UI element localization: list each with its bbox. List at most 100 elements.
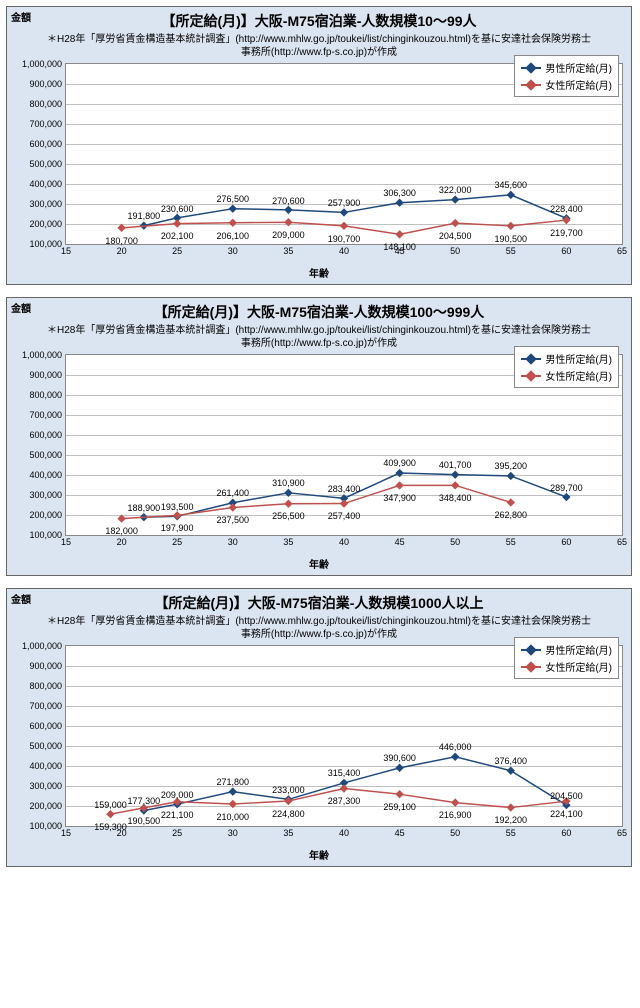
marker-female bbox=[507, 222, 515, 230]
x-tick-label: 60 bbox=[561, 246, 571, 256]
y-tick-label: 500,000 bbox=[29, 159, 62, 169]
marker-female bbox=[117, 514, 125, 522]
x-axis-label: 年齢 bbox=[7, 556, 631, 575]
marker-male bbox=[284, 489, 292, 497]
marker-female bbox=[117, 224, 125, 232]
x-tick-label: 15 bbox=[61, 828, 71, 838]
y-tick-label: 500,000 bbox=[29, 741, 62, 751]
marker-female bbox=[451, 219, 459, 227]
x-axis-label: 年齢 bbox=[7, 847, 631, 866]
marker-male bbox=[284, 206, 292, 214]
x-tick-label: 50 bbox=[450, 828, 460, 838]
x-axis-label: 年齢 bbox=[7, 265, 631, 284]
marker-female bbox=[229, 800, 237, 808]
marker-female bbox=[340, 222, 348, 230]
chart-panel: 金額【所定給(月)】大阪-M75宿泊業-人数規模100～999人＊H28年「厚労… bbox=[6, 297, 632, 576]
y-tick-label: 1,000,000 bbox=[22, 641, 62, 651]
x-tick-label: 35 bbox=[283, 246, 293, 256]
x-tick-label: 40 bbox=[339, 828, 349, 838]
x-tick-label: 65 bbox=[617, 828, 627, 838]
marker-male bbox=[507, 767, 515, 775]
y-tick-label: 700,000 bbox=[29, 119, 62, 129]
y-tick-label: 300,000 bbox=[29, 781, 62, 791]
y-tick-label: 700,000 bbox=[29, 701, 62, 711]
x-tick-label: 60 bbox=[561, 537, 571, 547]
x-tick-label: 25 bbox=[172, 537, 182, 547]
legend-label: 男性所定給(月) bbox=[545, 642, 612, 657]
marker-female bbox=[106, 810, 114, 818]
marker-male bbox=[562, 493, 570, 501]
y-tick-label: 100,000 bbox=[29, 821, 62, 831]
marker-female bbox=[284, 218, 292, 226]
legend-label: 女性所定給(月) bbox=[545, 659, 612, 674]
x-tick-label: 25 bbox=[172, 246, 182, 256]
y-tick-label: 100,000 bbox=[29, 239, 62, 249]
marker-female bbox=[173, 511, 181, 519]
y-tick-label: 400,000 bbox=[29, 470, 62, 480]
x-tick-label: 65 bbox=[617, 246, 627, 256]
series-line-male bbox=[144, 195, 567, 226]
y-tick-label: 900,000 bbox=[29, 370, 62, 380]
marker-female bbox=[284, 500, 292, 508]
x-tick-label: 15 bbox=[61, 537, 71, 547]
x-tick-label: 30 bbox=[228, 246, 238, 256]
marker-female bbox=[173, 219, 181, 227]
x-tick-label: 35 bbox=[283, 537, 293, 547]
marker-male bbox=[451, 753, 459, 761]
marker-male bbox=[395, 764, 403, 772]
legend-item-male: 男性所定給(月) bbox=[521, 350, 612, 367]
x-tick-label: 20 bbox=[117, 828, 127, 838]
marker-female bbox=[507, 498, 515, 506]
y-tick-label: 200,000 bbox=[29, 510, 62, 520]
marker-male bbox=[507, 191, 515, 199]
chart-title: 【所定給(月)】大阪-M75宿泊業-人数規模1000人以上 bbox=[7, 589, 631, 615]
legend-label: 女性所定給(月) bbox=[545, 77, 612, 92]
marker-male bbox=[229, 787, 237, 795]
y-axis-label: 金額 bbox=[11, 300, 31, 315]
x-tick-label: 30 bbox=[228, 828, 238, 838]
marker-female bbox=[229, 219, 237, 227]
y-tick-label: 100,000 bbox=[29, 530, 62, 540]
x-tick-label: 40 bbox=[339, 537, 349, 547]
legend-item-male: 男性所定給(月) bbox=[521, 641, 612, 658]
y-tick-label: 800,000 bbox=[29, 681, 62, 691]
y-tick-label: 700,000 bbox=[29, 410, 62, 420]
marker-female bbox=[395, 230, 403, 238]
marker-female bbox=[395, 790, 403, 798]
marker-female bbox=[507, 803, 515, 811]
legend: 男性所定給(月) 女性所定給(月) bbox=[514, 637, 619, 679]
legend-label: 男性所定給(月) bbox=[545, 351, 612, 366]
x-tick-label: 35 bbox=[283, 828, 293, 838]
x-tick-label: 50 bbox=[450, 246, 460, 256]
x-tick-label: 45 bbox=[395, 828, 405, 838]
legend-label: 女性所定給(月) bbox=[545, 368, 612, 383]
y-tick-label: 400,000 bbox=[29, 761, 62, 771]
marker-male bbox=[451, 195, 459, 203]
marker-male bbox=[395, 199, 403, 207]
marker-male bbox=[395, 469, 403, 477]
legend-item-female: 女性所定給(月) bbox=[521, 76, 612, 93]
y-tick-label: 600,000 bbox=[29, 139, 62, 149]
chart-panel: 金額【所定給(月)】大阪-M75宿泊業-人数規模1000人以上＊H28年「厚労省… bbox=[6, 588, 632, 867]
x-tick-label: 65 bbox=[617, 537, 627, 547]
marker-male bbox=[507, 472, 515, 480]
x-tick-label: 30 bbox=[228, 537, 238, 547]
chart-panel: 金額【所定給(月)】大阪-M75宿泊業-人数規模10～99人＊H28年「厚労省賃… bbox=[6, 6, 632, 285]
y-tick-label: 500,000 bbox=[29, 450, 62, 460]
marker-female bbox=[340, 784, 348, 792]
marker-male bbox=[229, 205, 237, 213]
y-tick-label: 900,000 bbox=[29, 661, 62, 671]
y-tick-label: 1,000,000 bbox=[22, 350, 62, 360]
x-tick-label: 40 bbox=[339, 246, 349, 256]
legend-item-female: 女性所定給(月) bbox=[521, 367, 612, 384]
y-tick-label: 600,000 bbox=[29, 430, 62, 440]
y-tick-label: 800,000 bbox=[29, 390, 62, 400]
x-tick-label: 55 bbox=[506, 828, 516, 838]
legend-item-female: 女性所定給(月) bbox=[521, 658, 612, 675]
series-line-female bbox=[122, 485, 511, 518]
y-axis-label: 金額 bbox=[11, 591, 31, 606]
y-tick-label: 200,000 bbox=[29, 219, 62, 229]
marker-female bbox=[451, 798, 459, 806]
marker-male bbox=[340, 208, 348, 216]
marker-female bbox=[395, 481, 403, 489]
